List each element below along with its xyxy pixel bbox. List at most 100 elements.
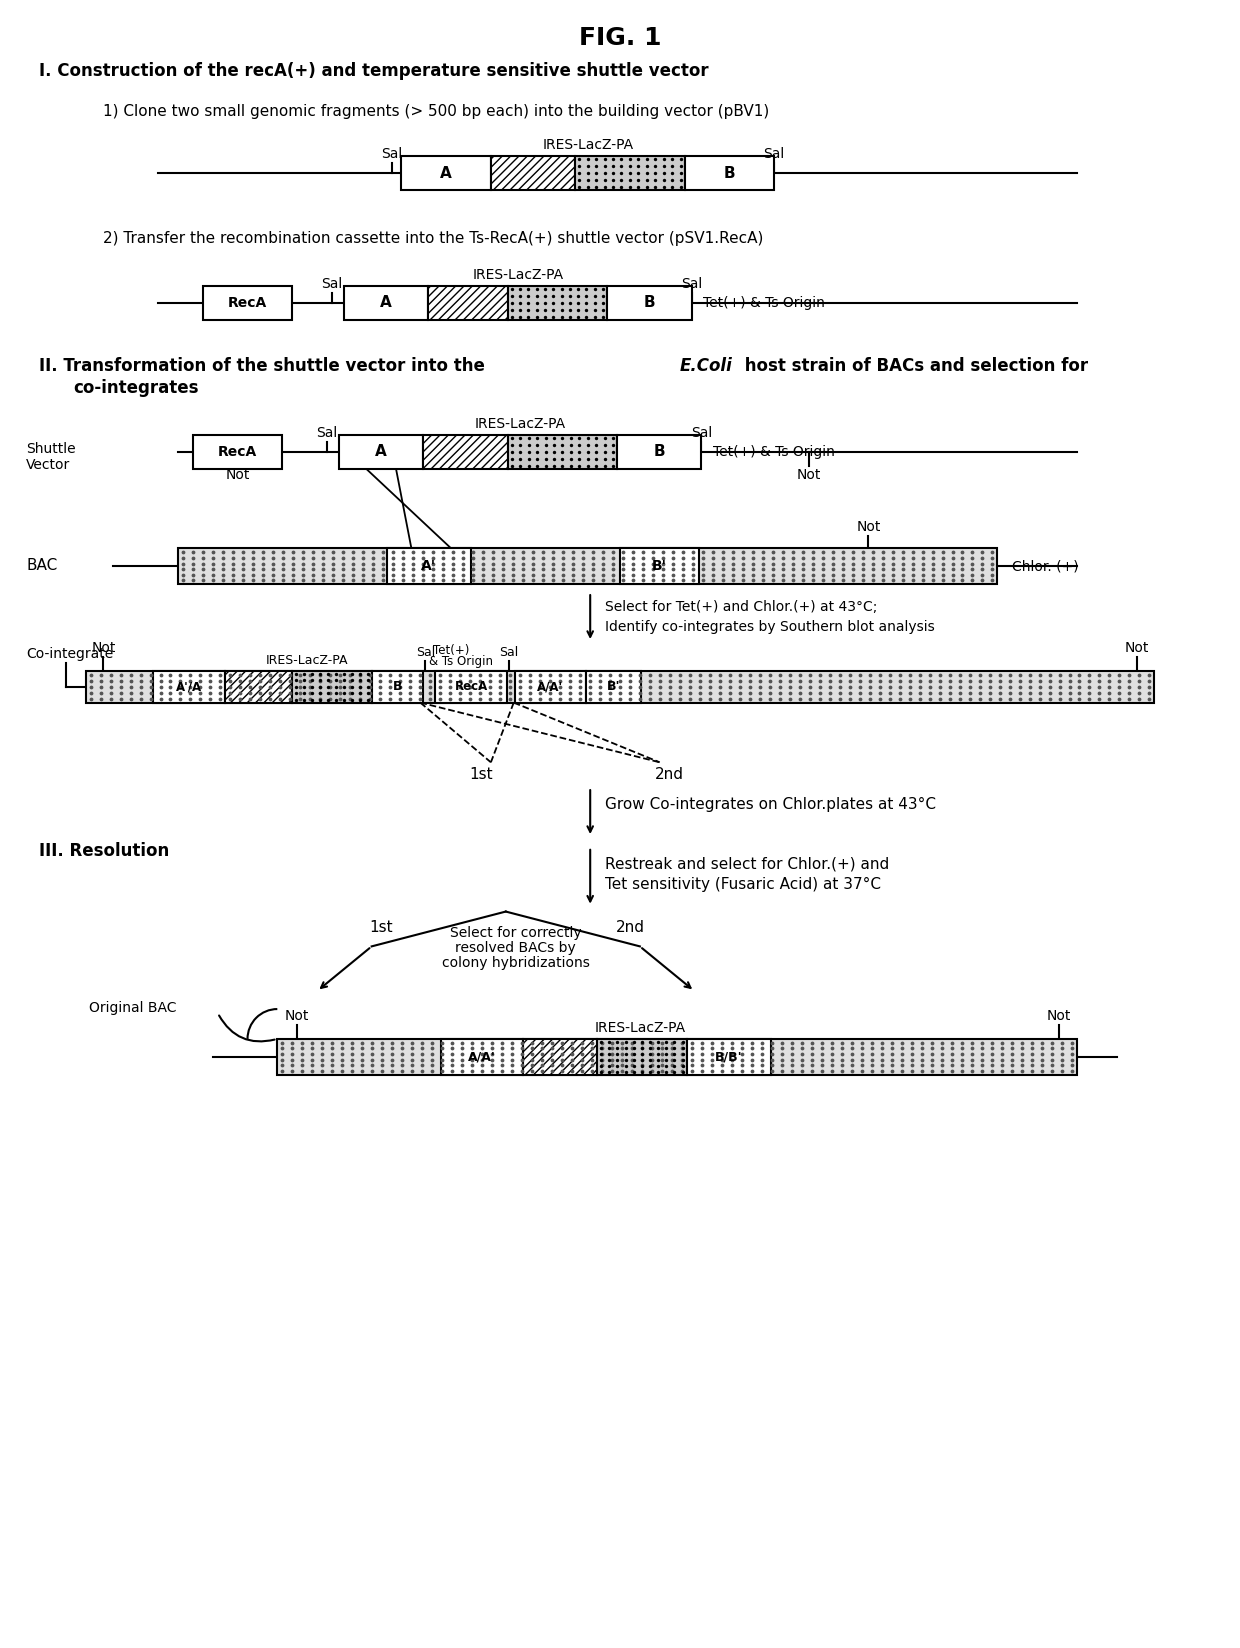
Point [340,686,360,712]
Point [253,567,273,593]
Point [560,297,580,323]
Point [792,1030,812,1056]
Point [393,545,413,572]
Point [310,667,330,694]
Point [603,1035,622,1061]
Text: B': B' [606,681,620,694]
Point [273,1042,293,1068]
Point [541,661,560,687]
Point [181,667,201,694]
Point [1049,686,1069,712]
Point [140,667,160,694]
Point [583,555,603,582]
Point [910,679,930,705]
Point [392,1051,412,1078]
Point [672,1035,692,1061]
Point [423,539,443,565]
Point [753,539,773,565]
Point [1100,667,1120,694]
Point [622,567,642,593]
Point [972,555,992,582]
Point [273,1046,293,1073]
Point [982,567,1002,593]
Point [310,687,330,714]
Point [381,667,401,694]
Point [672,1053,692,1079]
Text: A'/A: A'/A [176,681,202,694]
Point [352,1030,372,1056]
Point [773,562,792,588]
Point [1032,1058,1052,1084]
Point [920,667,940,694]
Point [869,679,889,705]
Point [910,686,930,712]
Point [733,567,753,593]
Text: Select for correctly: Select for correctly [450,926,582,941]
Point [593,290,613,316]
Point [340,674,360,700]
Point [480,674,500,700]
Point [950,667,970,694]
Point [590,674,610,700]
Point [1009,667,1029,694]
Point [743,550,763,577]
Point [1032,1042,1052,1068]
Point [990,674,1009,700]
Point [403,555,423,582]
Point [482,555,502,582]
Point [763,1046,782,1073]
Point [253,562,273,588]
Point [652,545,672,572]
Point [413,1030,433,1056]
Point [502,282,522,308]
Point [763,539,782,565]
Point [839,667,859,694]
Point [160,686,180,712]
Point [263,567,283,593]
Point [512,1046,532,1073]
Point [622,545,642,572]
Point [760,661,780,687]
Point [624,1046,644,1073]
Point [869,661,889,687]
Point [1032,1046,1052,1073]
Point [560,275,580,302]
Point [913,1030,932,1056]
Text: Select for Tet(+) and Chlor.(+) at 43°C;: Select for Tet(+) and Chlor.(+) at 43°C; [605,600,878,615]
Point [527,282,547,308]
Point [332,1058,352,1084]
Point [171,661,191,687]
Point [393,567,413,593]
Point [543,550,563,577]
Point [913,562,932,588]
Point [753,1058,773,1084]
Point [361,667,381,694]
Point [263,555,283,582]
Point [629,166,649,193]
Point [544,438,564,465]
Point [322,562,342,588]
Point [608,1028,627,1055]
Point [1002,1030,1022,1056]
Point [527,438,547,465]
Point [523,555,543,582]
Text: B/B': B/B' [715,1050,743,1063]
Point [583,1046,603,1073]
Point [773,1058,792,1084]
Point [913,1051,932,1078]
Point [832,1042,852,1068]
Point [1049,674,1069,700]
Text: Not: Not [1125,641,1148,654]
Text: Sal: Sal [691,425,712,440]
Point [1120,686,1140,712]
Point [410,661,430,687]
Point [290,679,310,705]
Point [373,567,393,593]
Point [510,667,529,694]
Point [599,1053,619,1079]
Point [603,545,622,572]
Point [1070,674,1090,700]
Point [482,539,502,565]
Point [317,667,337,694]
Point [839,679,859,705]
